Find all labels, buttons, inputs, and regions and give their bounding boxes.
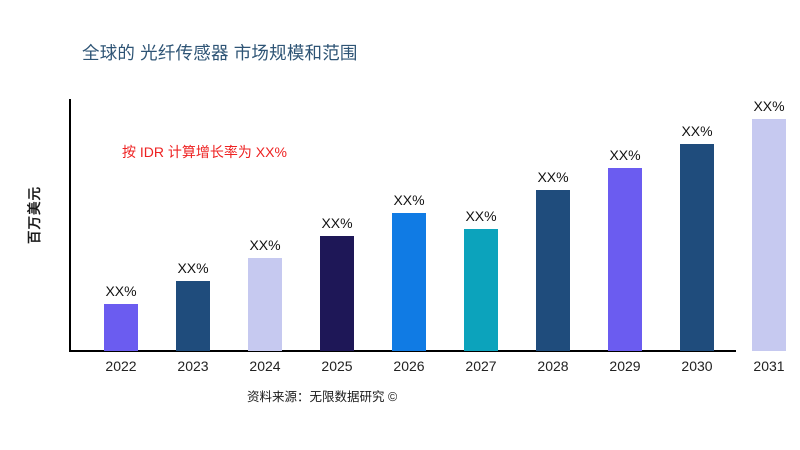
source-note: 资料来源：无限数据研究 © (247, 390, 398, 404)
bar-value-label-2031: XX% (753, 98, 785, 114)
bar-2024[interactable]: XX% (248, 237, 282, 351)
x-tick-2028: 2028 (537, 358, 569, 374)
bar-2031[interactable]: XX% (752, 98, 786, 351)
bar-value-label-2027: XX% (465, 208, 497, 224)
x-tick-2023: 2023 (177, 358, 209, 374)
bar-value-label-2028: XX% (537, 169, 569, 185)
x-tick-2030: 2030 (681, 358, 713, 374)
x-tick-2024: 2024 (249, 358, 281, 374)
bar-value-label-2023: XX% (177, 260, 209, 276)
bar-2028[interactable]: XX% (536, 169, 570, 351)
bar-value-label-2024: XX% (249, 237, 281, 253)
x-tick-2022: 2022 (105, 358, 137, 374)
x-tick-2029: 2029 (609, 358, 641, 374)
bar-value-label-2025: XX% (321, 215, 353, 231)
bar-2027[interactable]: XX% (464, 208, 498, 351)
x-tick-2026: 2026 (393, 358, 425, 374)
bar-value-label-2022: XX% (105, 283, 137, 299)
x-tick-2027: 2027 (465, 358, 497, 374)
bar-value-label-2029: XX% (609, 147, 641, 163)
growth-rate-annotation: 按 IDR 计算增长率为 XX% (122, 144, 287, 160)
y-axis-label-container: 百万美元 (22, 150, 44, 280)
y-axis-line (69, 99, 71, 352)
x-axis-line (69, 350, 736, 352)
y-axis-label: 百万美元 (27, 186, 42, 244)
bar-value-label-2026: XX% (393, 192, 425, 208)
x-tick-2025: 2025 (321, 358, 353, 374)
page-title: 全球的 光纤传感器 市场规模和范围 (82, 43, 358, 63)
bar-2025[interactable]: XX% (320, 215, 354, 351)
bar-2029[interactable]: XX% (608, 147, 642, 351)
bar-2022[interactable]: XX% (104, 283, 138, 351)
bar-2026[interactable]: XX% (392, 192, 426, 351)
x-tick-2031: 2031 (753, 358, 785, 374)
bar-2023[interactable]: XX% (176, 260, 210, 351)
bar-value-label-2030: XX% (681, 123, 713, 139)
bar-2030[interactable]: XX% (680, 123, 714, 351)
